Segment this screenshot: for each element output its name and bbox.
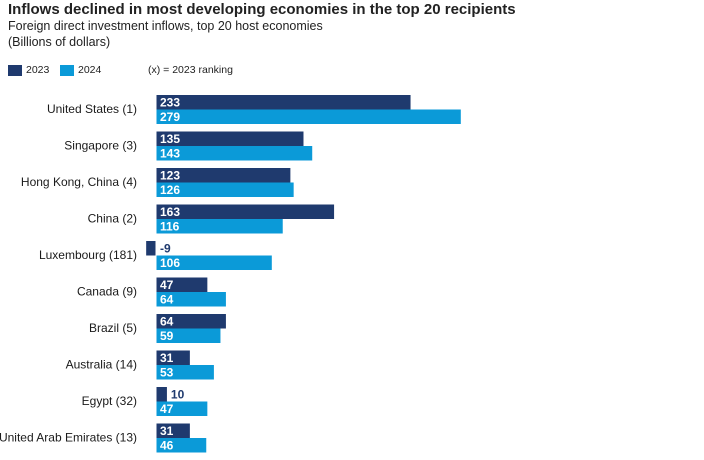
bar-2023-united-states-1 [156, 95, 411, 110]
value-label-2023-luxembourg-181: -9 [160, 242, 171, 256]
bar-2024-hong-kong-china-4 [156, 182, 294, 197]
bar-2023-australia-14 [156, 350, 190, 365]
category-label-hong-kong-china-4: Hong Kong, China (4) [21, 175, 137, 189]
category-label-canada-9: Canada (9) [77, 285, 137, 299]
legend-label-2023: 2023 [26, 64, 50, 76]
bar-2024-singapore-3 [156, 146, 313, 161]
bar-2024-canada-9 [156, 292, 226, 307]
value-label-2024-singapore-3: 143 [160, 147, 180, 161]
value-label-2024-australia-14: 53 [160, 366, 174, 380]
legend-label-2024: 2024 [78, 64, 102, 76]
bar-2024-luxembourg-181 [156, 255, 272, 270]
value-label-2023-united-states-1: 233 [160, 96, 180, 110]
bar-2024-united-states-1 [156, 109, 461, 124]
value-label-2024-hong-kong-china-4: 126 [160, 183, 180, 197]
value-label-2024-china-2: 116 [160, 220, 180, 234]
chart-subtitle: Foreign direct investment inflows, top 2… [8, 19, 323, 33]
value-label-2023-egypt-32: 10 [171, 388, 185, 402]
category-label-singapore-3: Singapore (3) [64, 139, 137, 153]
legend-swatch-2024 [60, 65, 74, 76]
value-label-2024-canada-9: 64 [160, 293, 174, 307]
bar-2024-brazil-5 [156, 328, 221, 343]
value-label-2024-luxembourg-181: 106 [160, 256, 180, 270]
bar-2023-united-arab-emirates-13 [156, 423, 190, 438]
bar-2024-egypt-32 [156, 401, 208, 416]
value-label-2023-united-arab-emirates-13: 31 [160, 424, 174, 438]
category-label-china-2: China (2) [88, 212, 137, 226]
value-label-2023-australia-14: 31 [160, 351, 174, 365]
category-label-egypt-32: Egypt (32) [82, 394, 137, 408]
category-label-luxembourg-181: Luxembourg (181) [39, 248, 137, 262]
bar-2023-china-2 [156, 204, 335, 219]
bar-2024-china-2 [156, 219, 283, 234]
category-label-australia-14: Australia (14) [66, 358, 137, 372]
bar-2023-luxembourg-181 [146, 241, 156, 256]
bar-2024-australia-14 [156, 365, 214, 380]
value-label-2024-united-states-1: 279 [160, 110, 180, 124]
value-label-2023-canada-9: 47 [160, 278, 174, 292]
chart-units: (Billions of dollars) [8, 35, 111, 49]
value-label-2023-hong-kong-china-4: 123 [160, 169, 180, 183]
category-label-united-states-1: United States (1) [47, 102, 137, 116]
bar-2024-united-arab-emirates-13 [156, 438, 207, 453]
bar-2023-brazil-5 [156, 314, 226, 329]
value-label-2023-china-2: 163 [160, 205, 180, 219]
bar-2023-singapore-3 [156, 131, 304, 146]
ranking-note: (x) = 2023 ranking [148, 64, 233, 76]
value-label-2024-brazil-5: 59 [160, 329, 174, 343]
bar-2023-hong-kong-china-4 [156, 168, 291, 183]
category-label-united-arab-emirates-13: United Arab Emirates (13) [0, 431, 137, 445]
value-label-2023-brazil-5: 64 [160, 315, 174, 329]
value-label-2024-united-arab-emirates-13: 46 [160, 439, 174, 453]
legend-swatch-2023 [8, 65, 22, 76]
value-label-2023-singapore-3: 135 [160, 132, 180, 146]
value-label-2024-egypt-32: 47 [160, 402, 174, 416]
bar-2023-egypt-32 [156, 387, 167, 402]
category-label-brazil-5: Brazil (5) [89, 321, 137, 335]
bar-2023-canada-9 [156, 277, 208, 292]
chart-title: Inflows declined in most developing econ… [8, 1, 516, 18]
